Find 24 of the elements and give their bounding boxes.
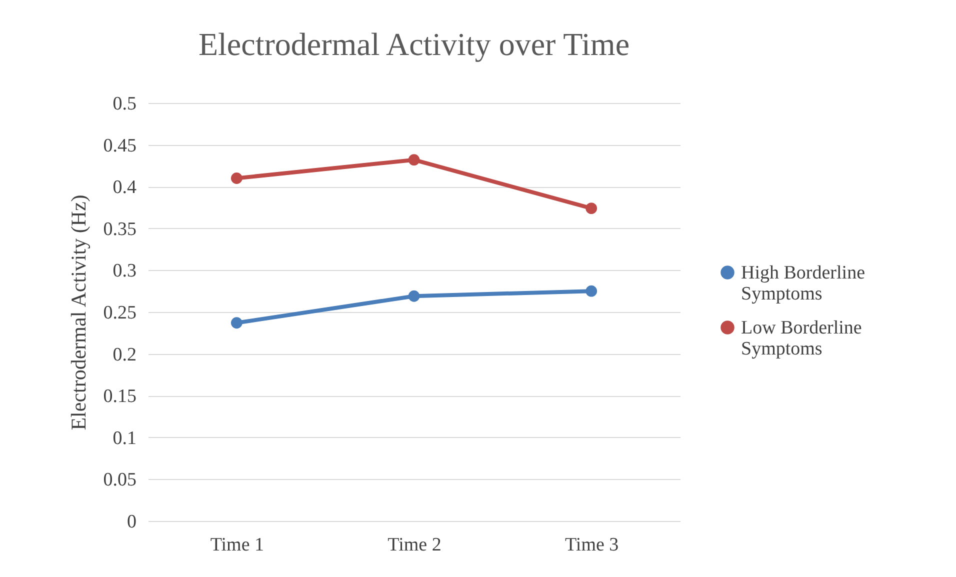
y-tick-label: 0.45 xyxy=(103,135,136,156)
chart-title: Electrodermal Activity over Time xyxy=(198,26,630,62)
y-tick-label: 0.15 xyxy=(103,386,136,408)
y-tick-label: 0.1 xyxy=(112,428,136,449)
x-tick-label: Time 3 xyxy=(564,534,619,556)
y-tick-label: 0.05 xyxy=(103,470,136,491)
y-tick-label: 0.5 xyxy=(112,94,136,114)
point xyxy=(230,172,242,184)
point xyxy=(586,285,598,297)
y-tick-label: 0.25 xyxy=(103,302,136,324)
y-tick-label: 0.35 xyxy=(103,218,136,240)
point xyxy=(408,154,420,166)
y-tick-label: 0.4 xyxy=(112,177,137,198)
point xyxy=(586,202,598,214)
y-tick-label: 0.3 xyxy=(112,260,136,282)
y-tick-label: 0 xyxy=(127,512,136,532)
x-tick-label: Time 1 xyxy=(210,534,264,556)
point xyxy=(408,290,420,302)
legend-label: High Borderline Symptoms xyxy=(741,262,866,304)
point xyxy=(230,317,242,329)
y-tick-label: 0.2 xyxy=(112,344,136,366)
legend-label: Low Borderline Symptoms xyxy=(741,318,862,360)
x-tick-label: Time 2 xyxy=(388,534,442,556)
y-axis-title: Electrodermal Activity (Hz) xyxy=(66,194,90,430)
